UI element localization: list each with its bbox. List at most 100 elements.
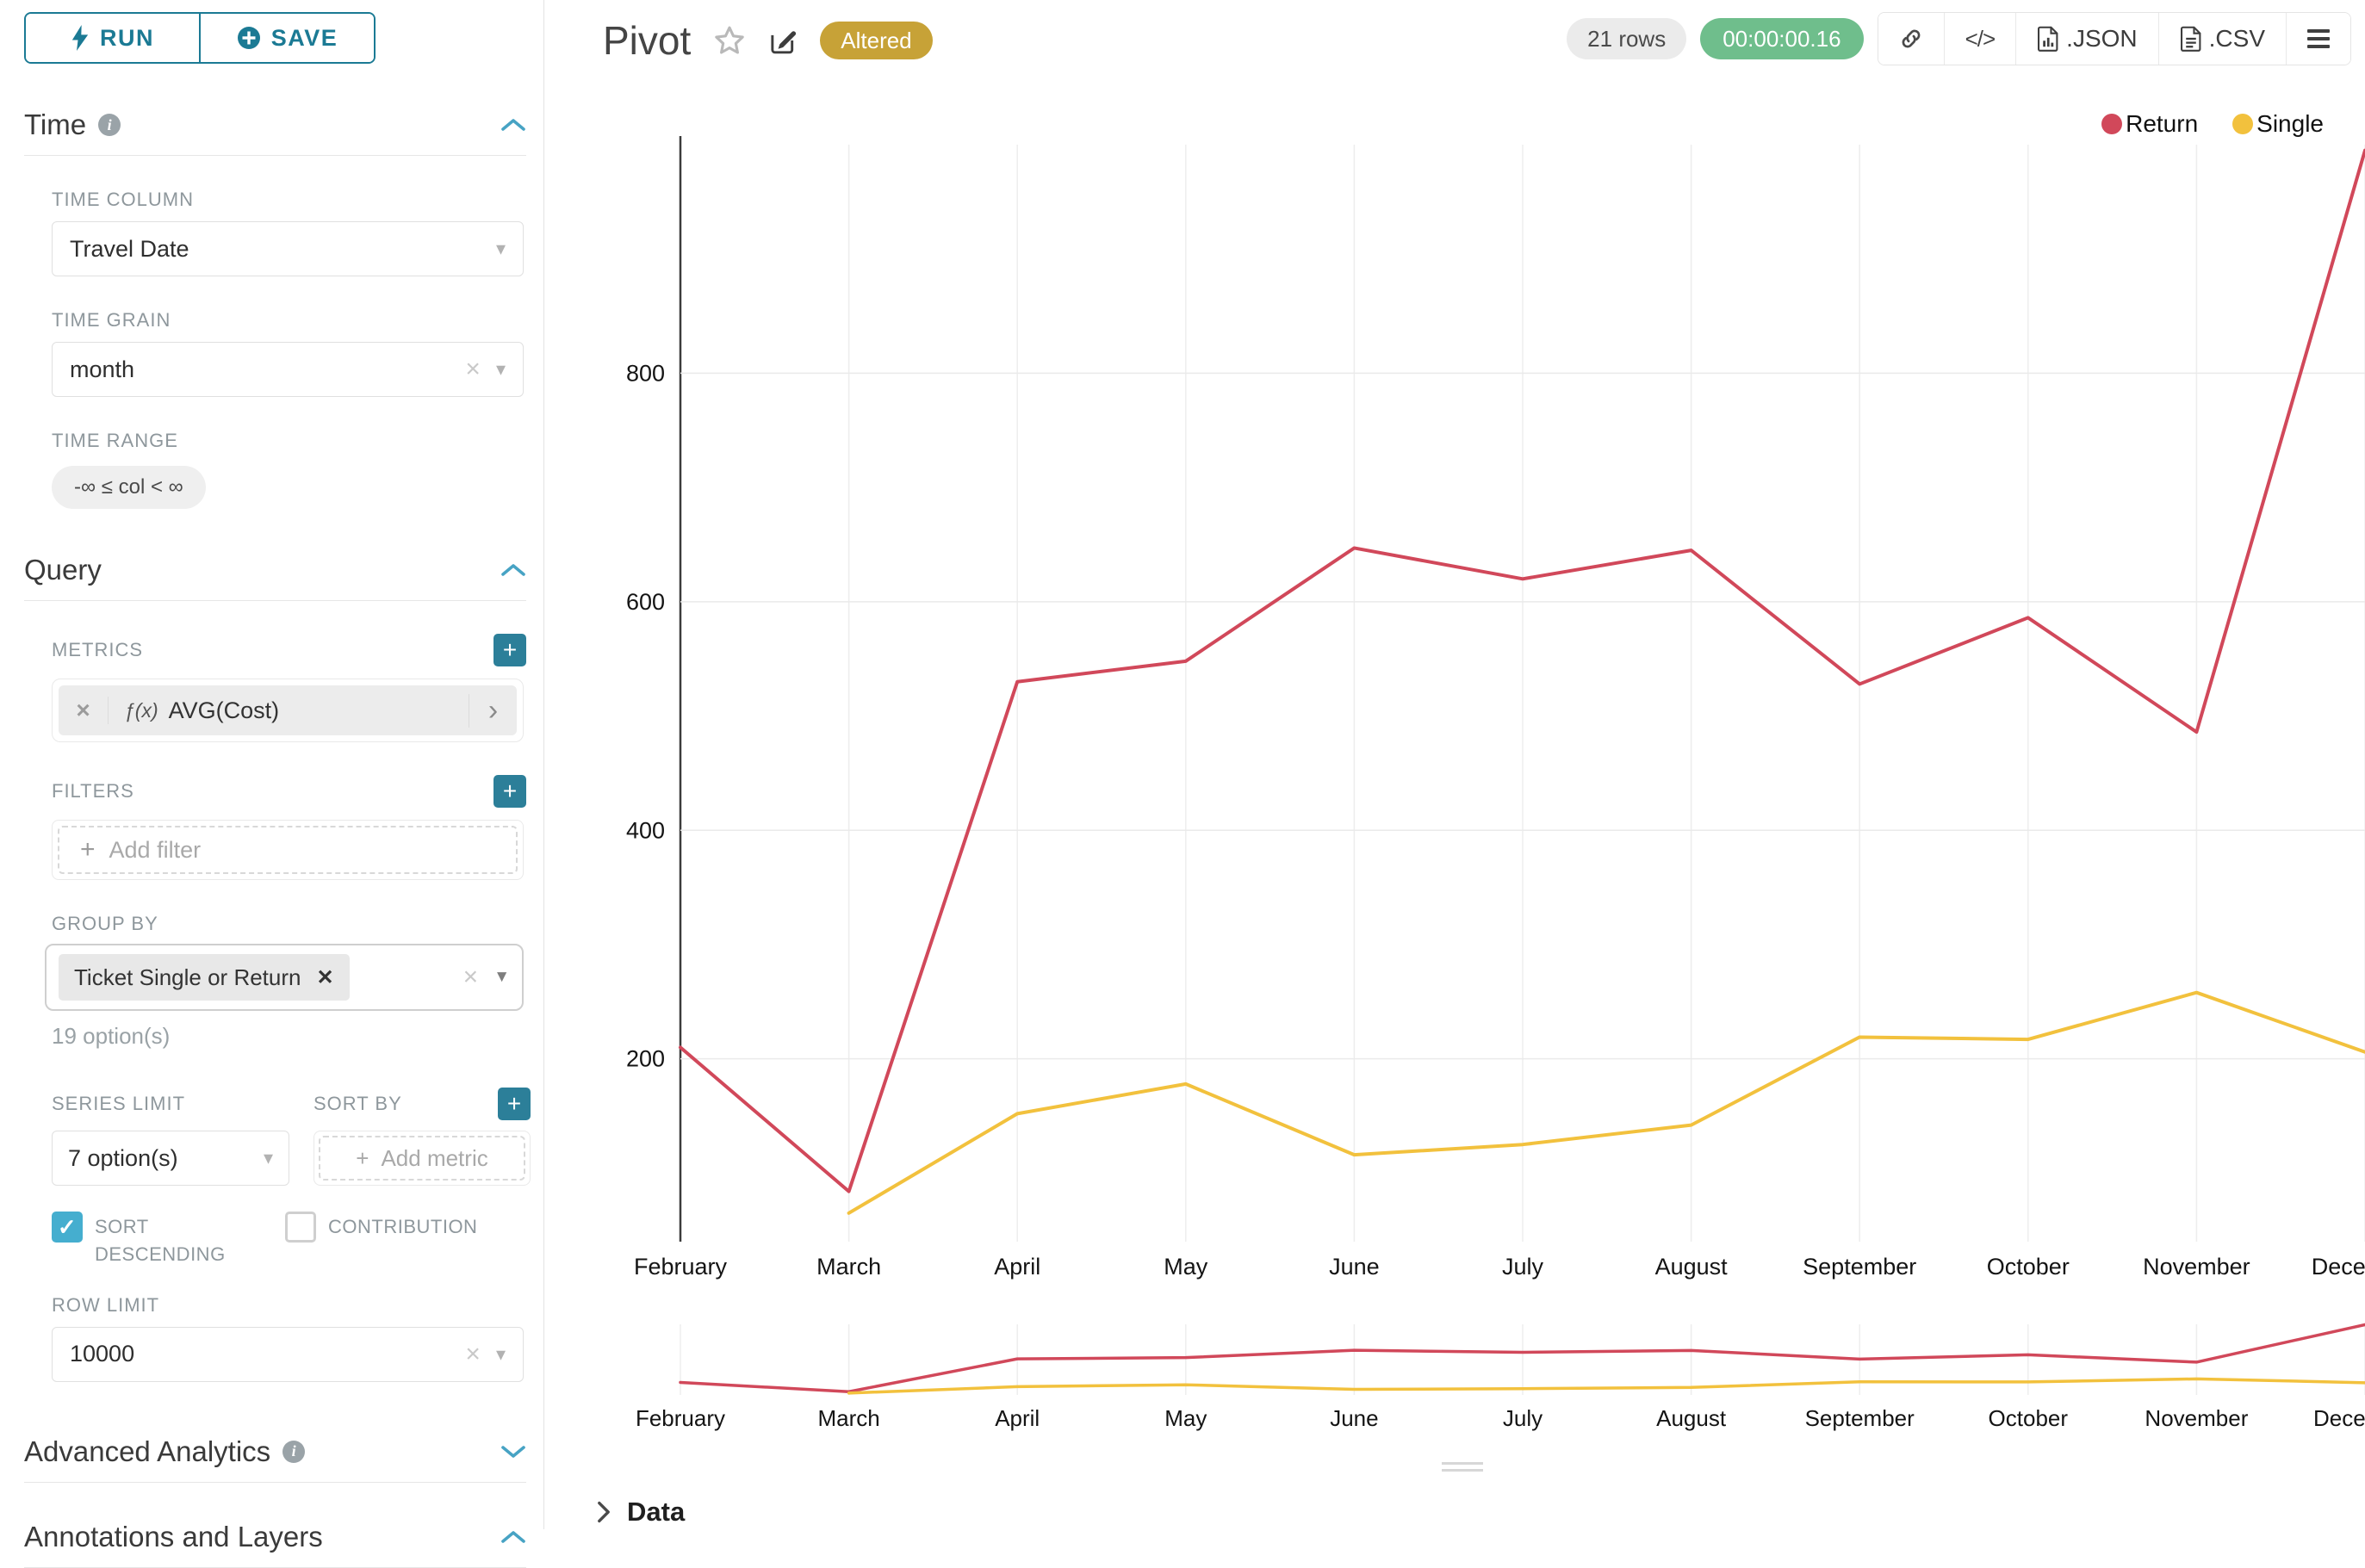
chevron-up-icon[interactable] bbox=[500, 562, 526, 578]
time-column-value: Travel Date bbox=[70, 235, 189, 262]
chevron-down-icon[interactable] bbox=[500, 1444, 526, 1460]
file-chart-icon bbox=[2038, 26, 2058, 52]
metrics-container: × ƒ(x) AVG(Cost) › bbox=[52, 679, 524, 742]
advanced-analytics-header[interactable]: Advanced Analytics i bbox=[24, 1435, 526, 1468]
query-section-title: Query bbox=[24, 554, 102, 586]
y-axis-tick-label: 200 bbox=[626, 1046, 665, 1072]
group-by-chip: Ticket Single or Return ✕ bbox=[59, 954, 350, 1001]
x-axis-label: August bbox=[1655, 1254, 1729, 1280]
x-axis-label: July bbox=[1503, 1405, 1543, 1431]
run-save-button-group: RUN SAVE bbox=[24, 12, 376, 64]
divider bbox=[24, 155, 526, 156]
data-section-title: Data bbox=[627, 1497, 686, 1527]
time-grain-select[interactable]: month × ▾ bbox=[52, 342, 524, 397]
link-icon bbox=[1902, 29, 1921, 48]
favorite-star-icon[interactable] bbox=[713, 25, 746, 56]
legend-swatch-return bbox=[2101, 114, 2123, 134]
clear-icon[interactable]: × bbox=[465, 1339, 481, 1368]
data-section-toggle[interactable]: Data bbox=[596, 1497, 685, 1528]
add-filter-plus-button[interactable]: + bbox=[493, 775, 526, 808]
add-sort-metric-label: Add metric bbox=[381, 1144, 488, 1171]
x-axis-label: June bbox=[1329, 1254, 1380, 1280]
advanced-analytics-text: Advanced Analytics bbox=[24, 1435, 271, 1467]
save-button-label: SAVE bbox=[270, 24, 338, 51]
time-column-select[interactable]: Travel Date ▾ bbox=[52, 221, 524, 276]
x-axis-label: February bbox=[634, 1254, 728, 1280]
group-by-select[interactable]: Ticket Single or Return ✕ × ▼ bbox=[45, 944, 524, 1011]
x-axis-label: October bbox=[1989, 1405, 2069, 1431]
query-section-header: Query bbox=[24, 554, 526, 586]
time-range-label: TIME RANGE bbox=[52, 430, 178, 451]
legend-label-return: Return bbox=[2126, 110, 2199, 137]
series-line-return bbox=[679, 148, 2365, 1193]
x-axis-label: July bbox=[1502, 1254, 1544, 1280]
group-by-label: GROUP BY bbox=[52, 913, 158, 934]
series-limit-select[interactable]: 7 option(s) ▾ bbox=[52, 1131, 289, 1186]
query-timer-badge: 00:00:00.16 bbox=[1700, 18, 1864, 59]
export-json-label: .JSON bbox=[2066, 25, 2138, 52]
sort-by-container: + Add metric bbox=[313, 1131, 531, 1186]
sort-descending-checkbox[interactable]: ✓ SORT DESCENDING bbox=[52, 1212, 285, 1268]
remove-chip-icon[interactable]: ✕ bbox=[316, 965, 334, 989]
x-axis-label: June bbox=[1330, 1405, 1378, 1431]
plus-icon: + bbox=[356, 1144, 369, 1171]
remove-metric-icon[interactable]: × bbox=[59, 697, 109, 724]
series-line-single bbox=[847, 1377, 2365, 1395]
y-axis-tick-label: 600 bbox=[626, 589, 665, 615]
code-icon: </> bbox=[1965, 25, 1996, 52]
x-axis-label: October bbox=[1987, 1254, 2070, 1280]
x-axis-label: May bbox=[1164, 1254, 1208, 1280]
add-filter-button[interactable]: + Add filter bbox=[58, 826, 518, 874]
chevron-right-icon[interactable]: › bbox=[469, 693, 517, 728]
row-limit-select[interactable]: 10000 × ▾ bbox=[52, 1326, 524, 1382]
y-axis-tick-label: 400 bbox=[626, 817, 665, 843]
chart-menu-button[interactable] bbox=[2286, 13, 2350, 65]
sort-by-label: SORT BY bbox=[313, 1093, 402, 1114]
metric-name: AVG(Cost) bbox=[168, 697, 280, 723]
clear-icon[interactable]: × bbox=[462, 963, 479, 991]
series-line-single bbox=[847, 990, 2365, 1215]
series-line-return bbox=[679, 1323, 2365, 1393]
x-axis-label: November bbox=[2145, 1405, 2248, 1431]
run-button[interactable]: RUN bbox=[26, 14, 199, 62]
caret-down-icon: ▼ bbox=[493, 968, 510, 986]
export-csv-button[interactable]: .CSV bbox=[2157, 13, 2286, 65]
legend-item-return[interactable]: Return bbox=[2101, 110, 2198, 138]
time-range-pill[interactable]: -∞ ≤ col < ∞ bbox=[52, 466, 206, 509]
chevron-up-icon[interactable] bbox=[500, 1529, 526, 1545]
share-link-button[interactable] bbox=[1878, 13, 1944, 65]
file-text-icon bbox=[2180, 26, 2201, 52]
resize-drag-handle[interactable] bbox=[560, 1462, 2365, 1472]
save-button[interactable]: SAVE bbox=[199, 14, 374, 62]
export-json-button[interactable]: .JSON bbox=[2015, 13, 2158, 65]
x-axis-label: May bbox=[1164, 1405, 1207, 1431]
altered-badge[interactable]: Altered bbox=[820, 22, 933, 59]
divider bbox=[24, 1481, 526, 1483]
group-by-hint: 19 option(s) bbox=[52, 1023, 171, 1049]
annotations-header[interactable]: Annotations and Layers bbox=[24, 1521, 526, 1553]
time-grain-label: TIME GRAIN bbox=[52, 309, 171, 331]
chevron-down-icon: ▾ bbox=[263, 1147, 273, 1168]
run-button-label: RUN bbox=[100, 24, 154, 51]
legend-item-single[interactable]: Single bbox=[2232, 110, 2324, 138]
x-axis-label: March bbox=[816, 1254, 881, 1280]
add-sort-metric-plus-button[interactable]: + bbox=[498, 1088, 531, 1120]
edit-icon[interactable] bbox=[768, 26, 798, 55]
x-axis-label: April bbox=[994, 1254, 1040, 1280]
group-by-chip-label: Ticket Single or Return bbox=[74, 964, 301, 990]
checkbox-checked-icon: ✓ bbox=[52, 1212, 83, 1243]
chevron-down-icon: ▾ bbox=[495, 358, 506, 380]
metric-pill[interactable]: × ƒ(x) AVG(Cost) › bbox=[59, 685, 517, 735]
add-sort-metric-button[interactable]: + Add metric bbox=[319, 1136, 525, 1181]
contribution-checkbox[interactable]: CONTRIBUTION bbox=[285, 1212, 526, 1268]
time-range-brush-chart[interactable]: February March April May June July August Septe… bbox=[560, 1316, 2365, 1445]
chevron-up-icon[interactable] bbox=[500, 117, 526, 133]
view-query-button[interactable]: </> bbox=[1943, 13, 2016, 65]
chart-panel: Pivot Altered 21 rows 00:00:00.16 </> .J… bbox=[560, 0, 2365, 1529]
x-axis-label: December bbox=[2313, 1405, 2365, 1431]
row-count-badge: 21 rows bbox=[1567, 18, 1687, 59]
line-chart[interactable]: 200 400 600 800 February March April May June Jul… bbox=[560, 121, 2365, 1292]
add-metric-plus-button[interactable]: + bbox=[493, 634, 526, 666]
x-axis-label: February bbox=[636, 1405, 725, 1431]
clear-icon[interactable]: × bbox=[465, 355, 481, 383]
